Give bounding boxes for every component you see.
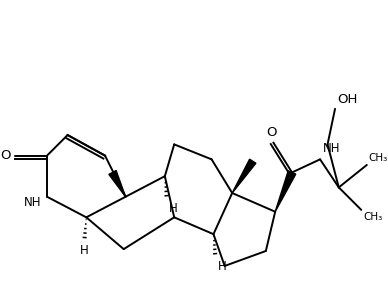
Polygon shape bbox=[109, 170, 126, 197]
Polygon shape bbox=[275, 171, 296, 212]
Text: O: O bbox=[266, 126, 277, 139]
Text: H: H bbox=[169, 202, 178, 215]
Text: OH: OH bbox=[337, 93, 357, 106]
Polygon shape bbox=[232, 159, 256, 193]
Text: NH: NH bbox=[323, 142, 340, 155]
Text: O: O bbox=[0, 149, 11, 162]
Text: CH₃: CH₃ bbox=[363, 212, 382, 222]
Text: NH: NH bbox=[24, 196, 42, 209]
Text: H: H bbox=[80, 244, 89, 257]
Text: H: H bbox=[218, 260, 227, 273]
Text: CH₃: CH₃ bbox=[369, 153, 388, 163]
